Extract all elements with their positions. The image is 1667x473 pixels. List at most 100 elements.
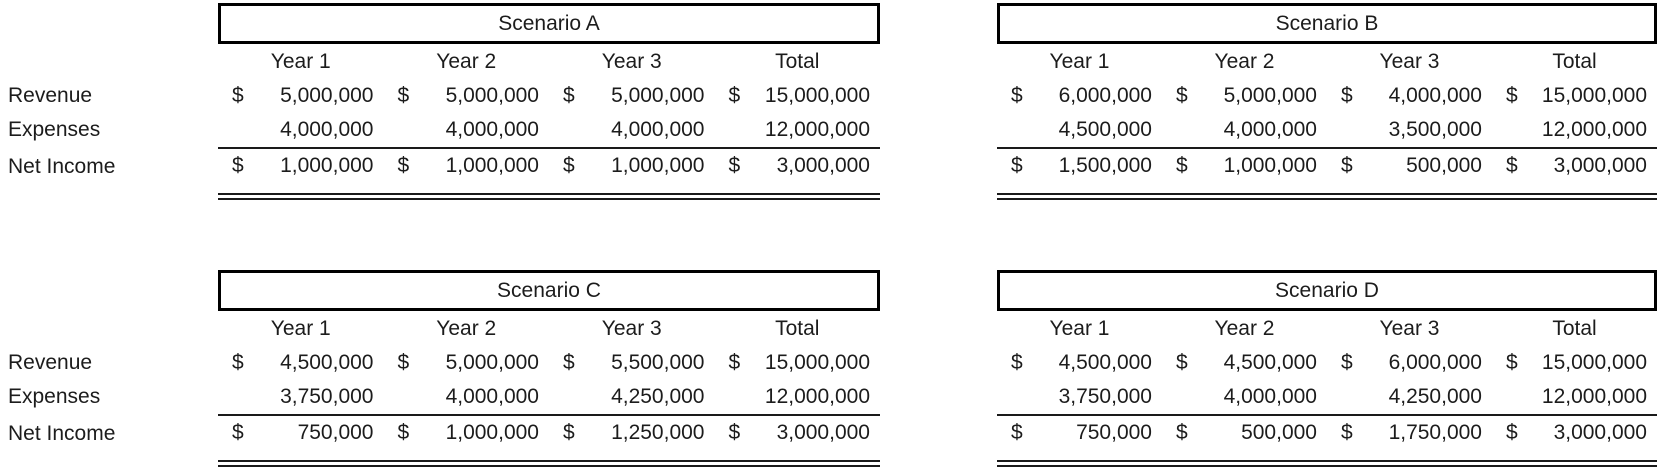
cell-value: 5,000,000 [445, 351, 539, 374]
net-income-cell: $1,750,000 [1327, 416, 1492, 460]
cell-value: 1,750,000 [1388, 421, 1482, 444]
expenses-cell: 4,000,000 [549, 113, 715, 147]
cell-value: 4,500,000 [1058, 351, 1152, 374]
scenario-c-title: Scenario C [218, 270, 880, 311]
scenario-band-bottom: Revenue Expenses Net Income Scenario C Y… [0, 270, 1657, 467]
column-header-total: Total [775, 49, 820, 73]
column-header-year2: Year 2 [1214, 49, 1275, 73]
net-income-row: $1,500,000 $1,000,000 $500,000 $3,000,00… [997, 147, 1657, 200]
label-spacer [8, 270, 218, 346]
column-header-year1: Year 1 [1049, 49, 1110, 73]
cell-value: 4,250,000 [1388, 385, 1482, 408]
cell-value: 15,000,000 [764, 351, 870, 374]
column-header-year3: Year 3 [601, 49, 662, 73]
cell-value: 12,000,000 [764, 118, 870, 141]
currency-symbol: $ [397, 154, 410, 177]
cell-value: 1,000,000 [445, 421, 539, 444]
row-label-expenses: Expenses [8, 118, 101, 141]
cell-value: 1,000,000 [280, 154, 374, 177]
revenue-cell: $15,000,000 [1492, 79, 1657, 113]
scenario-a-table: Scenario A Year 1 Year 2 Year 3 Total $5… [218, 3, 880, 200]
column-header-year2: Year 2 [436, 316, 497, 340]
cell-value: 3,500,000 [1388, 118, 1482, 141]
column-header-year3: Year 3 [1379, 49, 1440, 73]
cell-value: 5,000,000 [1223, 84, 1317, 107]
row-label-revenue: Revenue [8, 84, 93, 107]
cell-value: 3,000,000 [1553, 154, 1647, 177]
row-labels-column-top: Revenue Expenses Net Income [0, 3, 218, 195]
currency-symbol: $ [232, 351, 244, 374]
net-income-cell: $3,000,000 [1492, 416, 1657, 460]
currency-symbol: $ [1011, 351, 1023, 374]
revenue-row: $4,500,000 $5,000,000 $5,500,000 $15,000… [218, 346, 880, 380]
column-header-year2: Year 2 [1214, 316, 1275, 340]
scenario-b-title: Scenario B [997, 3, 1657, 44]
column-header-total: Total [1552, 316, 1597, 340]
cell-value: 500,000 [1241, 421, 1317, 444]
cell-value: 4,250,000 [611, 385, 705, 408]
cell-value: 750,000 [297, 421, 374, 444]
currency-symbol: $ [232, 421, 244, 444]
revenue-cell: $5,000,000 [549, 79, 715, 113]
cell-value: 3,750,000 [280, 385, 374, 408]
currency-symbol: $ [397, 84, 410, 107]
net-income-cell: $3,000,000 [715, 149, 881, 193]
cell-value: 6,000,000 [1388, 351, 1482, 374]
currency-symbol: $ [1341, 351, 1353, 374]
net-income-row: $750,000 $500,000 $1,750,000 $3,000,000 [997, 414, 1657, 467]
scenario-d-title: Scenario D [997, 270, 1657, 311]
net-income-cell: $1,000,000 [384, 416, 550, 460]
cell-value: 5,000,000 [445, 84, 539, 107]
net-income-cell: $750,000 [997, 416, 1162, 460]
currency-symbol: $ [1011, 421, 1023, 444]
expenses-cell: 4,000,000 [218, 113, 384, 147]
cell-value: 12,000,000 [764, 385, 870, 408]
currency-symbol: $ [1011, 154, 1023, 177]
revenue-cell: $6,000,000 [997, 79, 1162, 113]
currency-symbol: $ [1506, 84, 1518, 107]
currency-symbol: $ [232, 84, 244, 107]
cell-value: 4,000,000 [1388, 84, 1482, 107]
revenue-cell: $5,000,000 [1162, 79, 1327, 113]
expenses-cell: 4,000,000 [1162, 380, 1327, 414]
revenue-cell: $4,500,000 [997, 346, 1162, 380]
currency-symbol: $ [728, 84, 741, 107]
row-labels-column-bottom: Revenue Expenses Net Income [0, 270, 218, 462]
cell-value: 12,000,000 [1541, 118, 1647, 141]
expenses-cell: 12,000,000 [715, 113, 881, 147]
cell-value: 5,500,000 [611, 351, 705, 374]
currency-symbol: $ [563, 84, 575, 107]
column-header-year1: Year 1 [270, 316, 331, 340]
label-spacer [8, 3, 218, 79]
currency-symbol: $ [1341, 84, 1353, 107]
cell-value: 1,250,000 [611, 421, 705, 444]
currency-symbol: $ [728, 351, 741, 374]
revenue-cell: $5,000,000 [384, 346, 550, 380]
scenario-c-table: Scenario C Year 1 Year 2 Year 3 Total $4… [218, 270, 880, 467]
cell-value: 4,000,000 [611, 118, 705, 141]
net-income-cell: $1,500,000 [997, 149, 1162, 193]
expenses-cell: 3,750,000 [997, 380, 1162, 414]
expenses-cell: 12,000,000 [715, 380, 881, 414]
cell-value: 4,000,000 [1223, 385, 1317, 408]
revenue-cell: $15,000,000 [715, 346, 881, 380]
net-income-cell: $3,000,000 [1492, 149, 1657, 193]
currency-symbol: $ [1341, 421, 1353, 444]
revenue-row: $6,000,000 $5,000,000 $4,000,000 $15,000… [997, 79, 1657, 113]
cell-value: 3,000,000 [1553, 421, 1647, 444]
currency-symbol: $ [232, 154, 244, 177]
column-header-year3: Year 3 [601, 316, 662, 340]
net-income-cell: $3,000,000 [715, 416, 881, 460]
currency-symbol: $ [728, 154, 741, 177]
revenue-cell: $4,500,000 [218, 346, 384, 380]
cell-value: 5,000,000 [280, 84, 374, 107]
expenses-cell: 3,500,000 [1327, 113, 1492, 147]
expenses-cell: 12,000,000 [1492, 380, 1657, 414]
cell-value: 1,000,000 [611, 154, 705, 177]
expenses-row: 3,750,000 4,000,000 4,250,000 12,000,000 [997, 380, 1657, 414]
column-header-year3: Year 3 [1379, 316, 1440, 340]
cell-value: 750,000 [1076, 421, 1152, 444]
revenue-cell: $15,000,000 [715, 79, 881, 113]
currency-symbol: $ [397, 421, 410, 444]
